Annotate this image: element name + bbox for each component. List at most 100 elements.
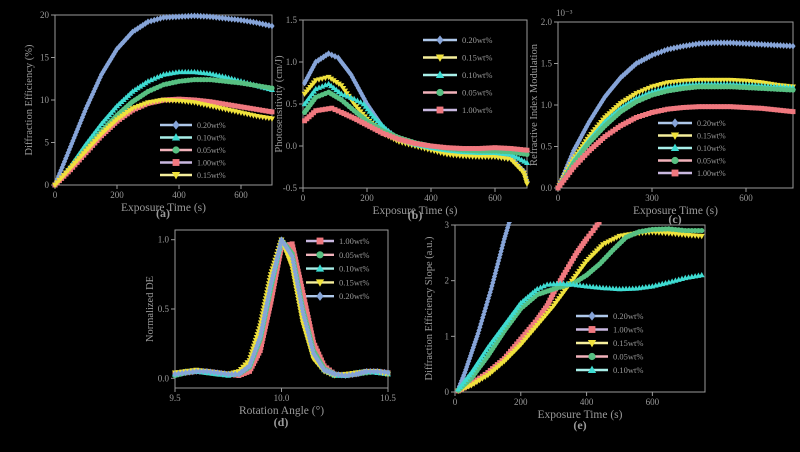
series-0.20wt% — [172, 236, 391, 379]
legend-label: 0.20wt% — [613, 311, 643, 321]
x-axis-label: Exposure Time (s) — [121, 202, 206, 214]
svg-text:0.5: 0.5 — [158, 304, 170, 314]
svg-text:600: 600 — [646, 397, 660, 407]
legend-label: 0.05wt% — [462, 88, 492, 98]
series-layer — [301, 50, 530, 187]
legend-label: 0.15wt% — [462, 53, 492, 63]
legend: 0.20wt% 0.10wt% 0.05wt% 1.00wt% 0.15wt% — [160, 120, 226, 180]
svg-text:600: 600 — [234, 190, 248, 200]
svg-text:300: 300 — [645, 193, 659, 203]
svg-text:1.0: 1.0 — [541, 100, 553, 110]
legend-label: 1.00wt% — [339, 236, 369, 246]
y-axis-label: Diffraction Efficiency (%) — [24, 44, 35, 155]
caption-panel-d: (d) — [273, 415, 289, 429]
axis-ticks: 0 200 400 600 0 1 2 3 — [445, 220, 660, 407]
svg-text:400: 400 — [424, 193, 438, 203]
x-axis-label: Rotation Angle (°) — [239, 405, 324, 417]
axis-ticks: 0 200 400 600 -0.5 0.0 0.5 1.0 1.5 — [283, 15, 503, 203]
y-axis-label: Normalized DE — [145, 276, 156, 342]
svg-text:2.0: 2.0 — [541, 17, 553, 27]
series-0.20wt% — [555, 39, 796, 191]
caption-panel-a: (a) — [156, 206, 170, 220]
legend-label: 0.10wt% — [697, 144, 726, 153]
legend-label: 0.05wt% — [613, 352, 643, 362]
legend-label: 0.15wt% — [613, 338, 643, 348]
series-layer — [455, 222, 705, 395]
legend-label: 0.15wt% — [197, 171, 226, 180]
legend-label: 0.10wt% — [197, 134, 226, 143]
x-axis-label: Exposure Time (s) — [633, 205, 718, 217]
series-0.15wt% — [52, 97, 275, 188]
series-1.00wt% — [302, 105, 530, 153]
svg-text:400: 400 — [172, 190, 186, 200]
svg-text:1.5: 1.5 — [541, 59, 553, 69]
caption-panel-e: (e) — [573, 418, 587, 432]
svg-text:0: 0 — [53, 190, 58, 200]
axis-ticks: 0 300 600 0.0 0.5 1.0 1.5 2.0 — [541, 17, 754, 203]
svg-text:0.5: 0.5 — [541, 142, 553, 152]
legend-label: 1.00wt% — [613, 325, 643, 335]
y-axis-label: Diffraction Efficiency Slope (a.u.) — [424, 236, 435, 380]
svg-text:10.5: 10.5 — [380, 393, 396, 403]
legend: 0.20wt% 0.15wt% 0.10wt% 0.05wt% 1.00wt% — [658, 118, 726, 178]
series-0.10wt% — [455, 271, 705, 392]
panel-c-chart: 0 300 600 0.0 0.5 1.0 1.5 2.0 Exposure Time (s) R… — [529, 8, 796, 217]
series-1.00wt% — [555, 104, 796, 191]
legend-label: 0.20wt% — [697, 119, 726, 128]
series-layer — [555, 39, 796, 191]
series-0.15wt% — [555, 77, 796, 191]
svg-text:3: 3 — [445, 220, 450, 230]
legend-label: 0.10wt% — [613, 365, 643, 375]
legend-label: 0.05wt% — [197, 146, 226, 155]
series-layer — [52, 12, 275, 188]
svg-text:1.0: 1.0 — [158, 235, 170, 245]
series-layer — [172, 236, 391, 379]
legend: 0.20wt% 0.15wt% 0.10wt% 0.05wt% 1.00wt% — [423, 35, 492, 115]
panel-a-chart: 0 200 400 600 0 5 10 15 20 Exposure Time (s) Diffr… — [24, 10, 275, 214]
svg-text:0.5: 0.5 — [286, 99, 298, 109]
svg-text:9.5: 9.5 — [169, 393, 181, 403]
series-0.20wt% — [455, 222, 512, 393]
legend-label: 0.05wt% — [339, 250, 369, 260]
svg-text:0: 0 — [45, 180, 50, 190]
svg-text:5: 5 — [45, 138, 50, 148]
legend-label: 0.20wt% — [462, 35, 492, 45]
legend-label: 1.00wt% — [197, 159, 226, 168]
series-0.05wt% — [52, 77, 275, 188]
legend-label: 0.05wt% — [697, 157, 726, 166]
series-0.20wt% — [302, 50, 530, 185]
svg-text:1.0: 1.0 — [286, 57, 298, 67]
svg-text:200: 200 — [360, 193, 374, 203]
legend-label: 1.00wt% — [462, 105, 492, 115]
series-0.20wt% — [52, 12, 275, 188]
legend-label: 0.15wt% — [697, 132, 726, 141]
legend-label: 0.15wt% — [339, 277, 369, 287]
axis-ticks: 0 200 400 600 0 5 10 15 20 — [40, 10, 248, 200]
legend-label: 1.00wt% — [697, 169, 726, 178]
svg-text:15: 15 — [40, 53, 50, 63]
svg-text:1.5: 1.5 — [286, 15, 298, 25]
svg-text:10.0: 10.0 — [274, 393, 290, 403]
svg-text:1: 1 — [445, 331, 450, 341]
axis-ticks: 9.5 10.0 10.5 0.0 0.5 1.0 — [158, 235, 397, 403]
legend: 0.20wt% 1.00wt% 0.15wt% 0.05wt% 0.10wt% — [576, 311, 643, 375]
x-axis-label: Exposure Time (s) — [373, 205, 458, 217]
svg-text:600: 600 — [739, 193, 753, 203]
svg-text:10: 10 — [40, 95, 50, 105]
legend: 1.00wt% 0.05wt% 0.10wt% 0.15wt% 0.20wt% — [306, 236, 369, 301]
svg-text:600: 600 — [488, 193, 502, 203]
svg-text:0: 0 — [453, 397, 458, 407]
legend-label: 0.10wt% — [339, 264, 369, 274]
svg-text:2: 2 — [445, 276, 450, 286]
caption-panel-c: (c) — [668, 212, 682, 226]
svg-text:0: 0 — [301, 193, 306, 203]
legend-label: 0.20wt% — [197, 121, 226, 130]
caption-panel-b: (b) — [407, 208, 423, 222]
legend-label: 0.10wt% — [462, 70, 492, 80]
svg-text:200: 200 — [110, 190, 124, 200]
svg-text:0: 0 — [556, 193, 561, 203]
x-axis-label: Exposure Time (s) — [538, 409, 623, 421]
axes-frame — [454, 224, 706, 393]
